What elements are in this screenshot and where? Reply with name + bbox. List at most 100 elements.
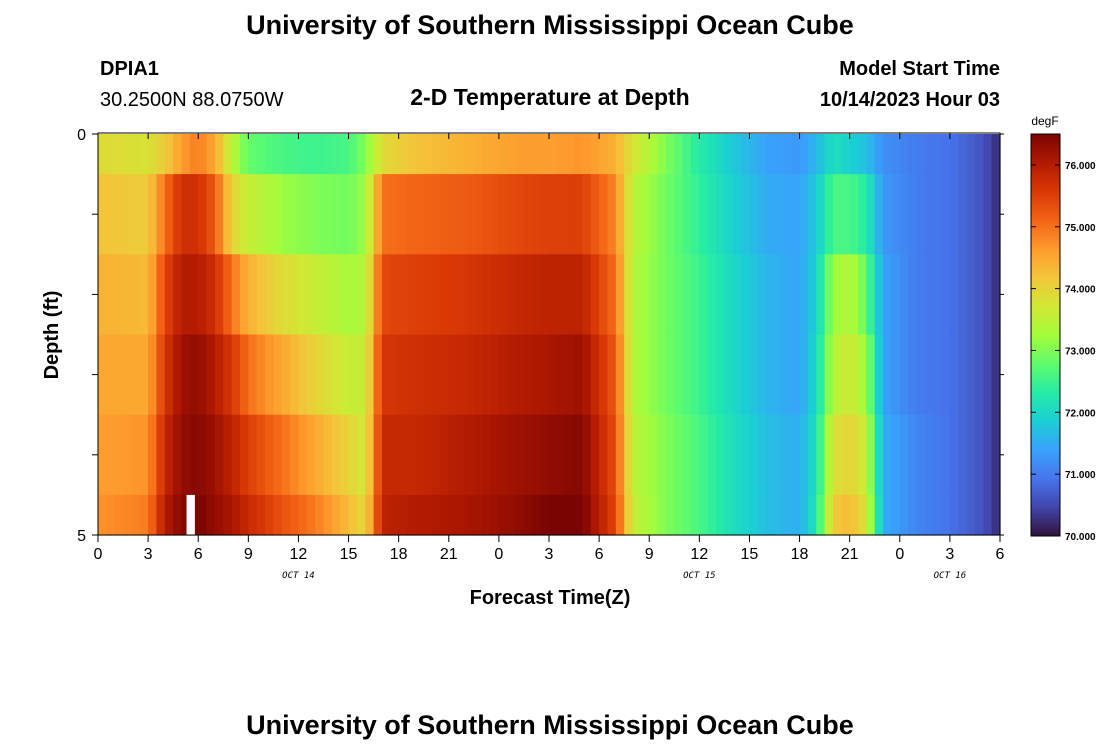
heatmap-cell [306, 414, 316, 496]
heatmap-cell [532, 414, 542, 496]
heatmap-cell [974, 494, 984, 536]
heatmap-cell [908, 414, 918, 496]
heatmap-cell [732, 134, 742, 175]
heatmap-cell [607, 414, 617, 496]
heatmap-cell [315, 134, 325, 175]
heatmap-cell [381, 334, 391, 416]
heatmap-cell [390, 334, 400, 416]
heatmap-cell [724, 334, 734, 416]
heatmap-cell [858, 414, 867, 496]
heatmap-cell [632, 334, 642, 416]
heatmap-cell [340, 414, 350, 496]
heatmap-cell [123, 254, 133, 336]
heatmap-cell [883, 174, 893, 255]
heatmap-cell [674, 494, 684, 536]
heatmap-cell [507, 134, 517, 175]
heatmap-cell [423, 134, 433, 175]
heatmap-cell [173, 254, 183, 336]
heatmap-cell [858, 134, 867, 175]
heatmap-cell [98, 494, 107, 536]
heatmap-cell [356, 494, 366, 536]
heatmap-cell [874, 174, 884, 255]
heatmap-cell [983, 414, 993, 496]
heatmap-cell [507, 334, 517, 416]
heatmap-cell [415, 414, 425, 496]
heatmap-cell [599, 254, 609, 336]
heatmap-cell [908, 174, 918, 255]
heatmap-cell [824, 334, 834, 416]
heatmap-cell [173, 334, 183, 416]
heatmap-cell [574, 254, 584, 336]
heatmap-cell [164, 414, 174, 496]
heatmap-cell [632, 494, 642, 536]
heatmap-cell [891, 134, 901, 175]
heatmap-cell [507, 494, 517, 536]
heatmap-cell [565, 174, 575, 255]
heatmap-cell [849, 254, 859, 336]
heatmap-cell [899, 254, 909, 336]
heatmap-cell [582, 254, 592, 336]
heatmap-cell [457, 134, 467, 175]
heatmap-cell [824, 174, 834, 255]
x-tick-label: 12 [690, 546, 708, 563]
heatmap-cell [724, 134, 734, 175]
heatmap-cell [799, 494, 809, 536]
heatmap-cell [365, 334, 375, 416]
heatmap-cell [782, 174, 792, 255]
heatmap-cell [649, 174, 659, 255]
heatmap-cell [549, 494, 558, 536]
heatmap-cell [732, 174, 742, 255]
heatmap-cell [640, 134, 650, 175]
heatmap-cell [682, 494, 692, 536]
heatmap-cell [916, 494, 926, 536]
heatmap-cell [131, 174, 141, 255]
heatmap-cell [899, 334, 909, 416]
heatmap-cell [98, 134, 107, 175]
heatmap-cell [323, 334, 333, 416]
heatmap-cell [841, 134, 851, 175]
heatmap-cell [173, 414, 183, 496]
heatmap-cell [331, 254, 341, 336]
heatmap-cell [749, 174, 759, 255]
heatmap-cell [482, 174, 492, 255]
heatmap-cell [690, 414, 700, 496]
heatmap-cell [807, 134, 817, 175]
x-tick-label: 0 [94, 546, 103, 563]
heatmap-cell [699, 494, 709, 536]
heatmap-cell [665, 334, 675, 416]
heatmap-cell [373, 254, 383, 336]
heatmap-cell [198, 174, 208, 255]
heatmap-cell [966, 334, 976, 416]
heatmap-cell [958, 134, 968, 175]
heatmap-cell [281, 334, 291, 416]
heatmap-cell [265, 174, 274, 255]
heatmap-cell [540, 134, 550, 175]
heatmap-cell [690, 134, 700, 175]
heatmap-cell [891, 494, 901, 536]
heatmap-cell [390, 414, 400, 496]
heatmap-cell [716, 414, 725, 496]
heatmap-cell [398, 134, 408, 175]
heatmap-cell [841, 494, 851, 536]
heatmap-cell [757, 414, 767, 496]
heatmap-cell [365, 414, 375, 496]
heatmap-cell [323, 414, 333, 496]
heatmap-cell [791, 494, 801, 536]
heatmap-cell [106, 174, 116, 255]
missing-data-cell [186, 494, 195, 535]
heatmap-cell [933, 334, 943, 416]
heatmap-cell [523, 134, 533, 175]
heatmap-cell [465, 174, 475, 255]
heatmap-cell [323, 494, 333, 536]
heatmap-cell [206, 334, 216, 416]
heatmap-cell [565, 134, 575, 175]
heatmap-cell [724, 174, 734, 255]
heatmap-cell [590, 174, 600, 255]
heatmap-cell [599, 174, 609, 255]
heatmap-cell [782, 254, 792, 336]
heatmap-cell [991, 494, 1001, 536]
heatmap-cell [741, 334, 751, 416]
heatmap-cell [549, 254, 558, 336]
heatmap-cell [106, 414, 116, 496]
